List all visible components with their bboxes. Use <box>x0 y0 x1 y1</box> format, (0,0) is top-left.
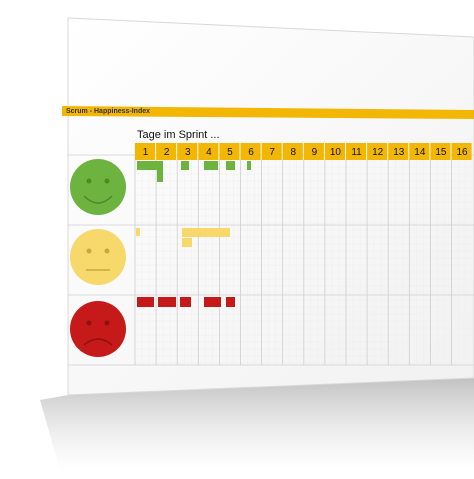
day-cell <box>156 143 177 160</box>
day-label: 1 <box>143 147 149 158</box>
title-bar <box>62 106 474 119</box>
red-magnet <box>158 297 176 307</box>
sad-face <box>70 301 126 357</box>
day-label: 16 <box>456 147 468 158</box>
day-label: 9 <box>312 147 318 158</box>
day-label: 4 <box>206 147 212 158</box>
day-cell <box>198 143 219 160</box>
day-label: 2 <box>164 147 170 158</box>
eye <box>104 248 110 254</box>
day-cell <box>135 143 156 160</box>
day-label: 12 <box>372 147 384 158</box>
yellow-magnet <box>136 228 140 236</box>
eye <box>104 178 110 184</box>
day-cell <box>367 143 388 160</box>
day-label: 10 <box>330 147 342 158</box>
board-title: Scrum - Happiness-Index <box>66 108 150 115</box>
day-cell <box>430 143 451 160</box>
neutral-face <box>70 229 126 285</box>
green-magnet <box>181 161 189 170</box>
day-label: 14 <box>414 147 426 158</box>
day-header: 1 2 3 4 5 6 7 8 9 10 11 12 13 14 15 16 <box>135 143 472 160</box>
day-label: 13 <box>393 147 405 158</box>
yellow-magnet <box>182 238 192 247</box>
red-magnet <box>180 297 191 307</box>
day-label: 11 <box>351 147 362 158</box>
green-magnet <box>226 161 235 170</box>
whiteboard <box>67 17 474 396</box>
mouth <box>83 338 113 346</box>
red-magnet <box>204 297 221 307</box>
day-label: 7 <box>269 147 275 158</box>
day-cell <box>303 143 324 160</box>
magnets <box>136 161 251 307</box>
faces <box>70 159 126 357</box>
green-magnet <box>247 161 251 170</box>
green-magnet <box>157 170 163 182</box>
day-cell <box>177 143 198 160</box>
happy-face <box>70 159 126 215</box>
green-magnet <box>137 161 163 170</box>
red-magnet <box>226 297 235 307</box>
eye <box>104 320 110 326</box>
board-shadow <box>40 378 474 470</box>
yellow-magnet <box>182 228 230 237</box>
day-label: 8 <box>290 147 296 158</box>
day-label: 3 <box>185 147 191 158</box>
day-label: 6 <box>248 147 254 158</box>
day-label: 15 <box>435 147 447 158</box>
eye <box>86 320 92 326</box>
day-cell <box>282 143 303 160</box>
day-cell <box>346 143 367 160</box>
day-label: 5 <box>227 147 233 158</box>
board-subtitle: Tage im Sprint ... <box>137 129 220 141</box>
mouth <box>83 195 113 204</box>
day-cell <box>409 143 430 160</box>
day-cell <box>240 143 261 160</box>
day-cell <box>219 143 240 160</box>
red-magnet <box>137 297 154 307</box>
day-cell <box>324 143 345 160</box>
day-cell <box>388 143 409 160</box>
day-cell <box>451 143 472 160</box>
eye <box>86 248 92 254</box>
day-cell <box>261 143 282 160</box>
green-magnet <box>204 161 218 170</box>
eye <box>86 178 92 184</box>
